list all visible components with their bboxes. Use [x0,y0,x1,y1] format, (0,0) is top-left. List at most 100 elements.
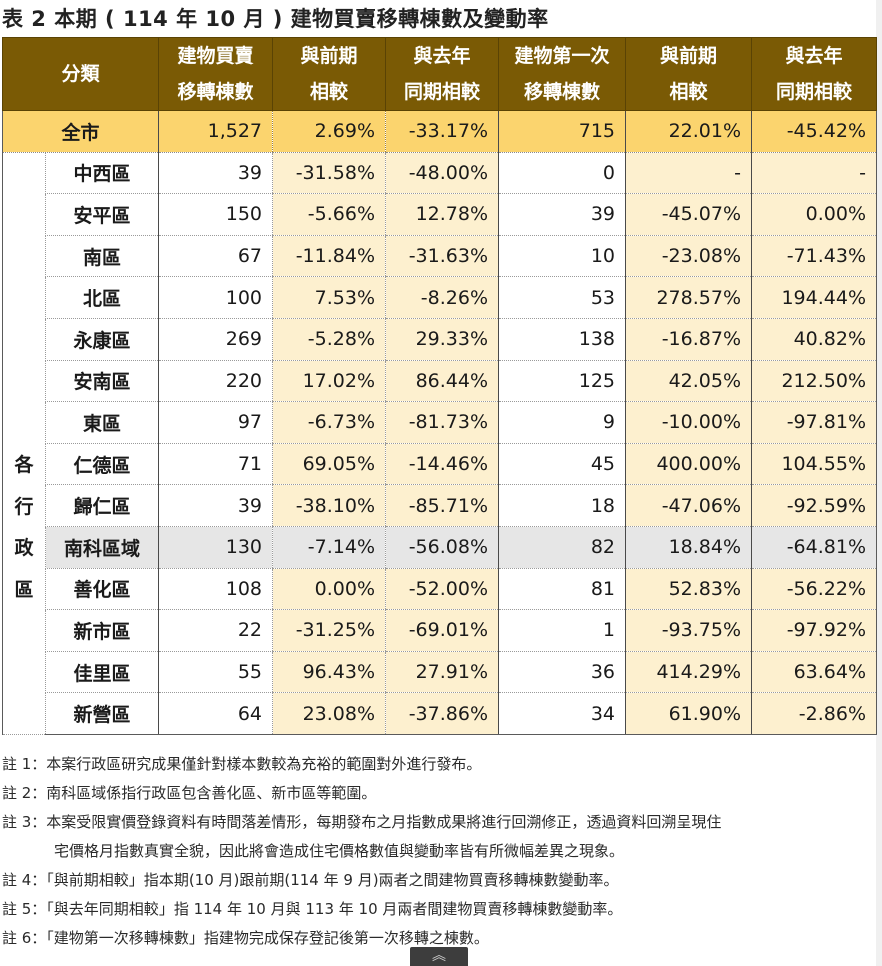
total-cell: 22.01% [625,110,752,153]
data-cell: 1 [498,609,626,652]
data-cell: 18 [498,484,626,527]
data-cell: -93.75% [625,609,752,652]
data-cell: 27.91% [385,651,499,694]
total-cell: -33.17% [385,110,499,153]
district-name: 新營區 [44,692,159,735]
data-cell: 138 [498,318,626,361]
table-row: 東區 97 -6.73% -81.73% 9 -10.00% -97.81% [3,401,878,444]
table-row: 北區 100 7.53% -8.26% 53 278.57% 194.44% [3,276,878,319]
header-row: 分類 建物買賣 移轉棟數 與前期 相較 與去年 同期相較 建物第一次 移轉棟數 與前期相… [1,37,878,111]
double-chevron-up-icon: ︽ [432,948,446,964]
table-row: 佳里區 55 96.43% 27.91% 36 414.29% 63.64% [3,651,878,694]
data-cell: -45.07% [625,193,752,236]
total-cell: 2.69% [272,110,386,153]
data-cell: 34 [498,692,626,735]
header-vs-last-year: 與去年 同期相較 [385,37,500,111]
note-5: 註 5：「與去年同期相較」指 114 年 10 月與 113 年 10 月兩者間… [2,900,623,918]
table-row: 南科區域 130 -7.14% -56.08% 82 18.84% -64.81% [3,526,878,569]
district-name: 安南區 [44,360,159,403]
district-name: 佳里區 [44,651,159,694]
note-3: 註 3：本案受限實價登錄資料有時間落差情形，每期發布之月指數成果將進行回溯修正，… [2,813,722,831]
data-cell: -48.00% [385,152,499,195]
data-cell: 82 [498,526,626,569]
data-cell: 45 [498,443,626,486]
data-cell: 42.05% [625,360,752,403]
data-cell: -31.25% [272,609,386,652]
data-cell: 22 [158,609,273,652]
data-cell: 39 [158,484,273,527]
district-name: 南區 [44,235,159,278]
data-cell: 7.53% [272,276,386,319]
header-first-vs-previous: 與前期 相較 [625,37,753,111]
data-cell: -8.26% [385,276,499,319]
data-cell: 100 [158,276,273,319]
data-cell: -47.06% [625,484,752,527]
data-cell: -23.08% [625,235,752,278]
table-row: 新市區 22 -31.25% -69.01% 1 -93.75% -97.92% [3,609,878,652]
note-1: 註 1：本案行政區研究成果僅針對樣本數較為充裕的範圍對外進行發布。 [2,755,482,773]
data-cell: 220 [158,360,273,403]
total-cell: -45.42% [751,110,878,153]
data-cell: 0 [498,152,626,195]
note-2: 註 2：南科區域係指行政區包含善化區、新市區等範圍。 [2,784,377,802]
transfer-stats-table: 分類 建物買賣 移轉棟數 與前期 相較 與去年 同期相較 建物第一次 移轉棟數 與前期相… [1,37,878,735]
table-row: 永康區 269 -5.28% 29.33% 138 -16.87% 40.82% [3,318,878,361]
data-cell: -7.14% [272,526,386,569]
data-cell: - [625,152,752,195]
district-name: 仁德區 [44,443,159,486]
header-vs-previous: 與前期 相較 [272,37,387,111]
footnotes: 註 1：本案行政區研究成果僅針對樣本數較為充裕的範圍對外進行發布。 註 2：南科… [2,750,882,953]
total-cell: 1,527 [158,110,273,153]
scroll-to-top-button[interactable]: ︽ [410,947,468,966]
data-cell: 104.55% [751,443,878,486]
table-row: 各行政區中西區 39 -31.58% -48.00% 0- - [2,152,878,735]
data-cell: 96.43% [272,651,386,694]
data-cell: 71 [158,443,273,486]
data-cell: 108 [158,568,273,611]
data-cell: 10 [498,235,626,278]
data-cell: -56.08% [385,526,499,569]
data-cell: -52.00% [385,568,499,611]
data-cell: 0.00% [751,193,878,236]
data-cell: 130 [158,526,273,569]
note-3-continued: 宅價格月指數真實全貌，因此將會造成住宅價格數值與變動率皆有所微幅差異之現象。 [54,842,625,860]
data-cell: 52.83% [625,568,752,611]
data-cell: 278.57% [625,276,752,319]
data-cell: - [751,152,878,195]
district-name: 南科區域 [44,526,159,569]
data-cell: 269 [158,318,273,361]
district-name: 東區 [44,401,159,444]
data-cell: 69.05% [272,443,386,486]
data-cell: 194.44% [751,276,878,319]
data-cell: 414.29% [625,651,752,694]
table-row: 安南區 220 17.02% 86.44% 125 42.05% 212.50% [3,360,878,403]
data-cell: 97 [158,401,273,444]
table-row: 新營區 64 23.08% -37.86% 34 61.90% -2.86% [3,692,878,735]
data-cell: 67 [158,235,273,278]
header-first-vs-last-year: 與去年 同期相較 [751,37,878,111]
data-cell: -69.01% [385,609,499,652]
data-cell: -5.28% [272,318,386,361]
total-row: 全市 1,527 2.69% -33.17% 715 22.01% -45.42… [1,110,878,153]
table-row: 善化區 108 0.00% -52.00% 81 52.83% -56.22% [3,568,878,611]
data-cell: 40.82% [751,318,878,361]
data-cell: 39 [498,193,626,236]
data-cell: -31.63% [385,235,499,278]
table-row: 歸仁區 39 -38.10% -85.71% 18 -47.06% -92.59% [3,484,878,527]
note-6: 註 6：「建物第一次移轉棟數」指建物完成保存登記後第一次移轉之棟數。 [2,929,489,947]
group-label-districts: 各行政區 [2,152,46,735]
data-cell: -10.00% [625,401,752,444]
data-cell: 64 [158,692,273,735]
total-label: 全市 [1,110,159,153]
data-cell: -31.58% [272,152,386,195]
data-cell: -85.71% [385,484,499,527]
data-cell: -71.43% [751,235,878,278]
data-cell: 36 [498,651,626,694]
data-cell: -81.73% [385,401,499,444]
district-name: 永康區 [44,318,159,361]
data-cell: -16.87% [625,318,752,361]
data-cell: 9 [498,401,626,444]
note-4: 註 4：「與前期相較」指本期(10 月)跟前期(114 年 9 月)兩者之間建物… [2,871,619,889]
data-cell: -97.92% [751,609,878,652]
district-name: 北區 [44,276,159,319]
